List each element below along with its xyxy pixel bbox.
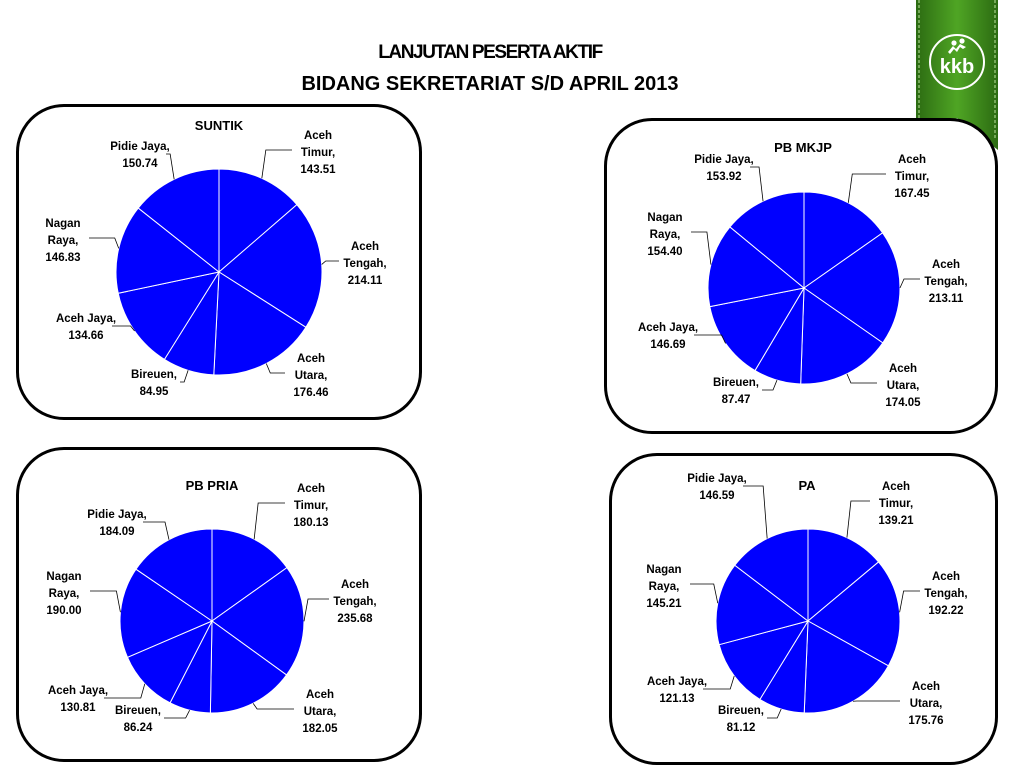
data-label: Aceh Timur, 139.21 xyxy=(878,481,914,527)
leader-line xyxy=(253,502,285,540)
data-label: Nagan Raya, 145.21 xyxy=(646,564,682,610)
data-label: Pidie Jaya, 153.92 xyxy=(694,154,753,183)
chart-title-pa: PA xyxy=(798,478,816,493)
pie-slice-aceh-timur xyxy=(218,168,298,274)
leader-line xyxy=(750,166,764,202)
data-label: Pidie Jaya, 184.09 xyxy=(87,509,146,538)
data-label: Nagan Raya, 146.83 xyxy=(45,218,80,264)
leader-line xyxy=(164,710,190,719)
pie-slice-pidie-jaya xyxy=(135,528,213,622)
chart-title-pb-mkjp: PB MKJP xyxy=(774,140,832,155)
data-label: Pidie Jaya, 150.74 xyxy=(110,141,169,170)
pie-slice-nagan-raya xyxy=(707,226,806,308)
data-label: Bireuen, 86.24 xyxy=(115,705,161,734)
data-label: Aceh Jaya, 134.66 xyxy=(56,313,116,342)
pie-slice-aceh-tengah xyxy=(211,566,305,676)
leader-line xyxy=(180,370,189,383)
slide-subtitle: BIDANG SEKRETARIAT S/D APRIL 2013 xyxy=(301,73,679,95)
chart-title-pb-pria: PB PRIA xyxy=(185,478,239,493)
data-label: Aceh Jaya, 146.69 xyxy=(638,322,698,351)
pie-slice-pidie-jaya xyxy=(734,528,809,623)
data-label: Bireuen, 84.95 xyxy=(131,369,177,398)
leader-line xyxy=(690,583,719,604)
pie-slice-pidie-jaya xyxy=(729,191,805,290)
leader-line xyxy=(143,521,170,540)
leader-line xyxy=(89,237,120,249)
leader-line xyxy=(104,683,146,699)
data-label: Aceh Utara, 174.05 xyxy=(885,363,921,409)
data-label: Aceh Timur, 143.51 xyxy=(300,130,336,176)
leader-line xyxy=(261,149,292,179)
pie-slice-aceh-jaya xyxy=(718,620,810,701)
chart-title-suntik: SUNTIK xyxy=(194,118,244,133)
data-label: Aceh Jaya, 130.81 xyxy=(48,685,108,714)
leader-line xyxy=(899,278,920,289)
data-label: Aceh Utara, 182.05 xyxy=(302,689,338,735)
data-label: Nagan Raya, 190.00 xyxy=(46,571,81,617)
leader-line xyxy=(321,260,339,265)
logo-text: kkb xyxy=(940,56,974,78)
pie-slice-pidie-jaya xyxy=(137,168,220,274)
pie-slice-aceh-utara xyxy=(213,271,307,376)
data-label: Aceh Tengah, 192.22 xyxy=(924,571,967,617)
leader-line xyxy=(112,325,135,332)
leader-line xyxy=(90,590,121,613)
leader-line xyxy=(846,500,870,538)
pie-slice-aceh-utara xyxy=(209,620,288,714)
data-label: Aceh Tengah, 235.68 xyxy=(333,579,376,625)
leader-line xyxy=(252,703,294,710)
data-label: Aceh Tengah, 214.11 xyxy=(343,241,386,287)
leader-line xyxy=(265,363,285,374)
data-label: Aceh Jaya, 121.13 xyxy=(647,676,707,705)
pie-slice-aceh-timur xyxy=(807,528,880,623)
data-label: Bireuen, 81.12 xyxy=(718,705,764,734)
leader-line xyxy=(899,590,920,613)
leader-line xyxy=(847,173,886,203)
pie-slice-nagan-raya xyxy=(119,568,214,658)
slide-title: LANJUTAN PESERTA AKTIF xyxy=(378,42,603,63)
data-label: Aceh Utara, 176.46 xyxy=(293,353,328,399)
data-label: Aceh Timur, 180.13 xyxy=(293,483,328,529)
leader-line xyxy=(762,379,778,391)
pie-slice-aceh-jaya xyxy=(117,271,221,361)
leader-line xyxy=(743,485,768,539)
ribbon-shape xyxy=(916,0,998,150)
data-label: Pidie Jaya, 146.59 xyxy=(687,473,746,502)
kkb-logo: kkb xyxy=(916,0,998,150)
pie-slice-aceh-timur xyxy=(211,528,288,622)
leader-line xyxy=(694,334,726,344)
leader-line xyxy=(703,675,735,690)
data-label: Nagan Raya, 154.40 xyxy=(647,212,682,258)
pie-slice-nagan-raya xyxy=(715,564,810,646)
leader-line xyxy=(767,708,782,719)
leader-line xyxy=(691,231,712,265)
pie-slice-aceh-utara xyxy=(803,620,890,714)
pie-slice-nagan-raya xyxy=(115,207,221,294)
people-figures-icon xyxy=(948,38,966,54)
leader-line xyxy=(166,153,175,180)
pie-slice-aceh-tengah xyxy=(803,232,901,344)
leader-line xyxy=(303,598,329,622)
data-label: Aceh Timur, 167.45 xyxy=(894,154,930,200)
data-label: Aceh Utara, 175.76 xyxy=(908,681,943,727)
data-label: Bireuen, 87.47 xyxy=(713,377,759,406)
pie-slice-aceh-utara xyxy=(800,287,884,385)
data-label: Aceh Tengah, 213.11 xyxy=(924,259,967,305)
leader-line xyxy=(846,373,877,384)
